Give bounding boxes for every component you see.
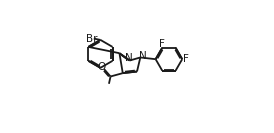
Text: Br: Br [86,34,98,44]
Text: O: O [97,62,105,72]
Text: N: N [139,51,147,61]
Text: N: N [125,53,133,63]
Text: F: F [159,39,165,49]
Text: F: F [183,54,189,64]
